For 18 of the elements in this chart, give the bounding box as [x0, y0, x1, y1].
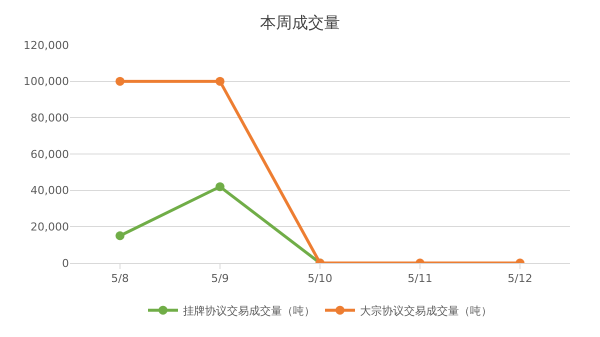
y-tick-label: 60,000 [30, 148, 69, 161]
x-tick-label: 5/8 [111, 272, 129, 286]
y-tick-label: 80,000 [30, 112, 69, 125]
x-tick-label: 5/9 [211, 272, 229, 286]
chart-title: 本周成交量 [260, 13, 340, 32]
y-tick-label: 0 [62, 256, 69, 270]
x-tick-label: 5/11 [408, 272, 432, 286]
point [116, 76, 124, 86]
point [216, 182, 224, 192]
legend-label: 挂牌协议交易成交量（吨） [183, 304, 315, 318]
x-tick-label: 5/10 [308, 272, 332, 286]
point [216, 76, 224, 86]
y-tick-label: 40,000 [30, 184, 69, 198]
x-tick-label: 5/12 [508, 272, 532, 286]
y-tick-label: 20,000 [30, 220, 69, 234]
y-tick-label: 100,000 [24, 75, 69, 88]
legend-label: 大宗协议交易成交量（吨） [360, 304, 492, 318]
y-tick-label: 120,000 [24, 38, 69, 52]
